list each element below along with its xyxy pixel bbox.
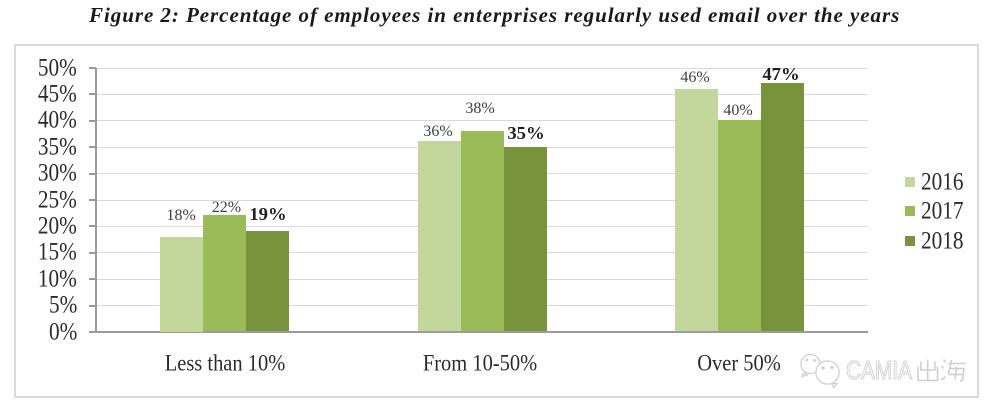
svg-text:CAMIA: CAMIA [846,357,912,385]
